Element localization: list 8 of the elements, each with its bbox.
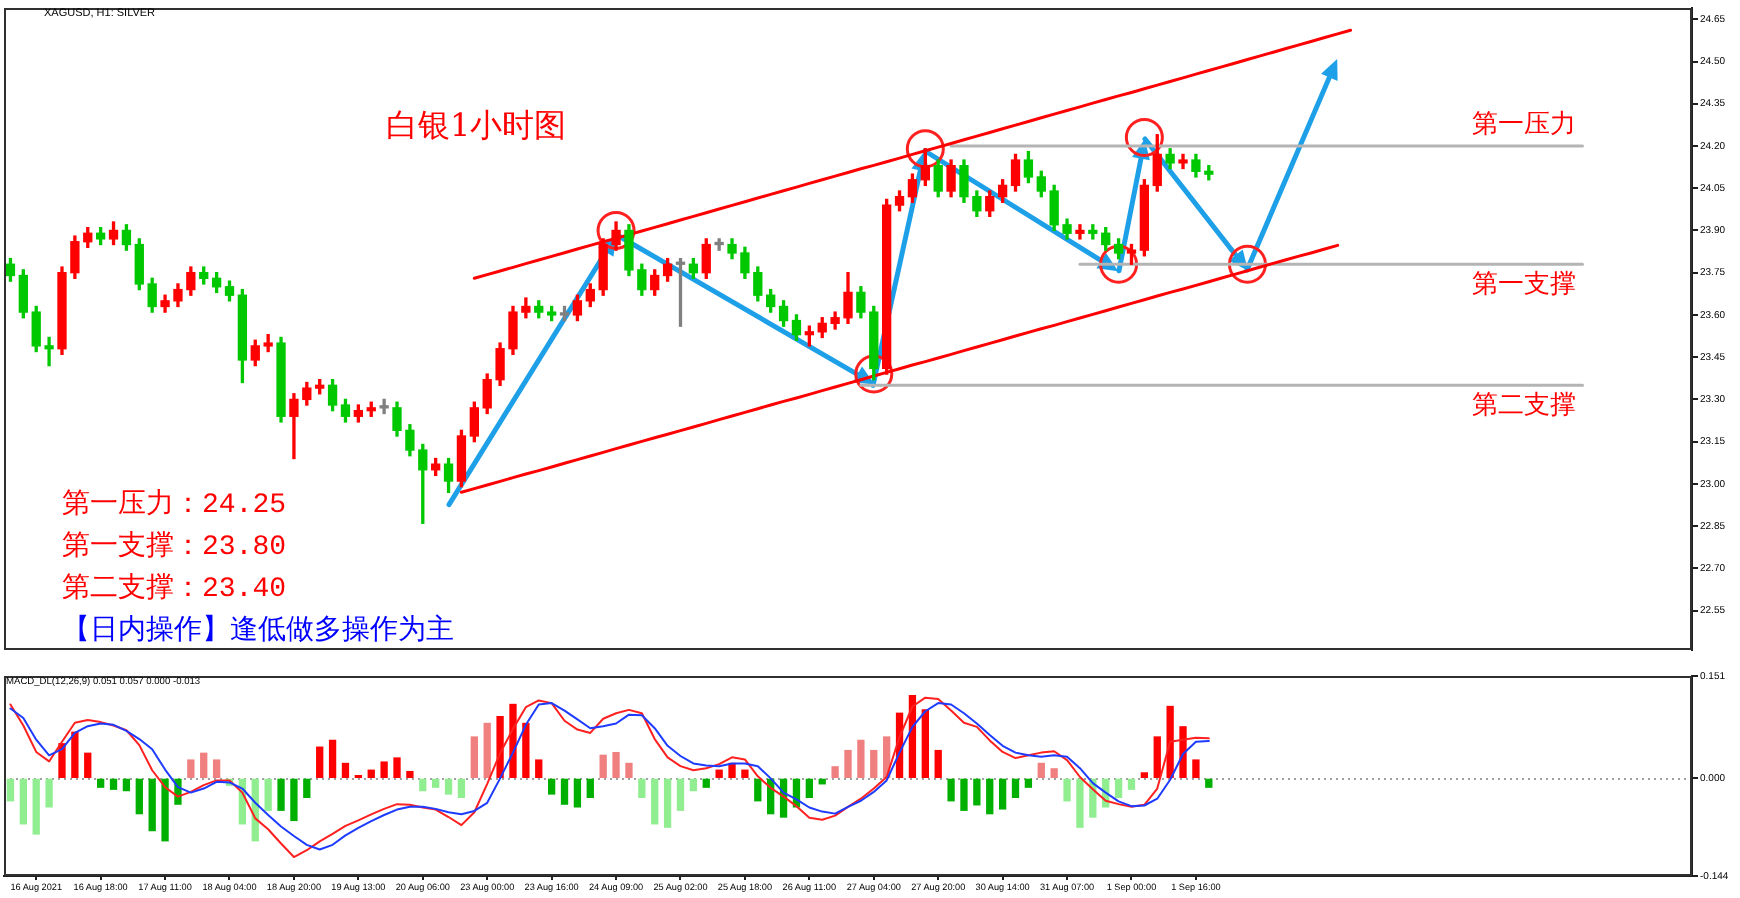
series-label: 第二支撑 bbox=[1472, 391, 1577, 422]
series-label: 第一压力 bbox=[1472, 109, 1577, 140]
text: 白银1小时图 bbox=[386, 106, 567, 144]
annotation: 第一压力：24.25 bbox=[62, 490, 287, 522]
annotation: 第一支撑：23.80 bbox=[62, 532, 287, 564]
series-label: 第一支撑 bbox=[1472, 269, 1577, 300]
annotation: 第二支撑：23.40 bbox=[62, 574, 287, 606]
annotation: 【日内操作】逢低做多操作为主 bbox=[62, 616, 454, 648]
